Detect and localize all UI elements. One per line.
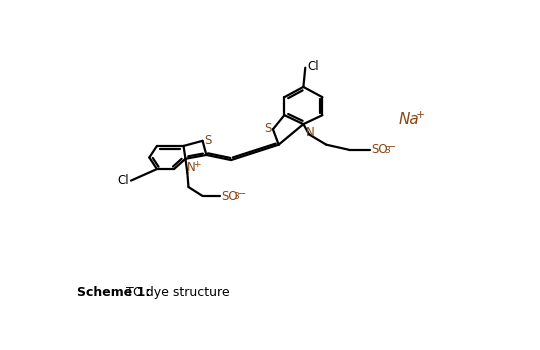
Text: SO: SO — [372, 143, 388, 156]
Text: Cl: Cl — [308, 61, 319, 74]
Text: Cl: Cl — [117, 174, 129, 187]
Text: SO: SO — [221, 189, 238, 203]
Text: S: S — [204, 134, 212, 147]
Text: N: N — [306, 126, 314, 139]
Text: Na: Na — [399, 112, 419, 126]
Text: N: N — [187, 161, 195, 174]
Text: 3: 3 — [384, 146, 390, 155]
Text: Scheme 1:: Scheme 1: — [77, 286, 150, 299]
Text: −: − — [238, 189, 246, 199]
Text: −: − — [388, 142, 396, 153]
Text: S: S — [264, 122, 272, 135]
Text: TC dye structure: TC dye structure — [122, 286, 230, 299]
Text: +: + — [416, 110, 425, 120]
Text: +: + — [193, 160, 201, 169]
Text: 3: 3 — [234, 192, 239, 201]
